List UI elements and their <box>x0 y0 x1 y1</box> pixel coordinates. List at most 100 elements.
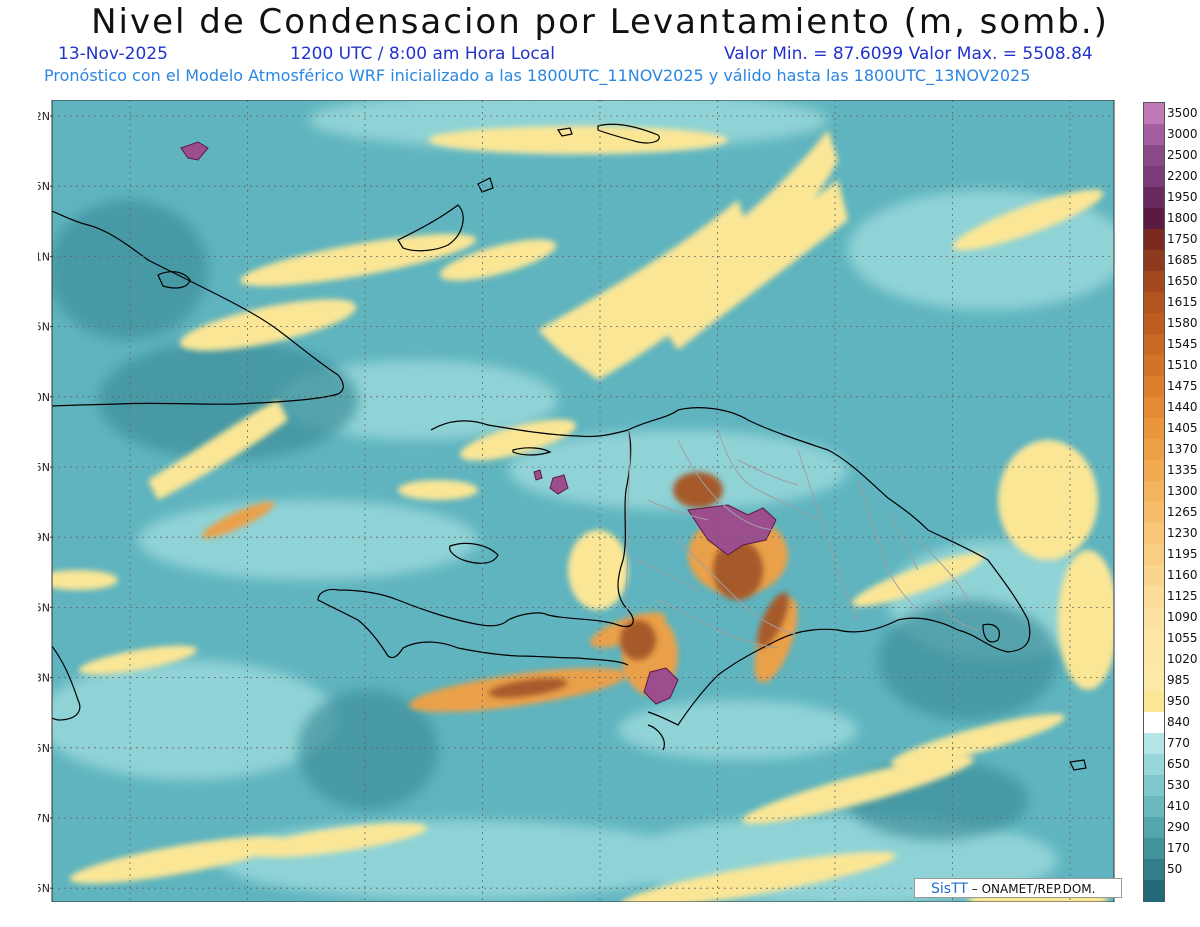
credit-text: – ONAMET/REP.DOM. <box>971 882 1096 896</box>
lat-label: 17N <box>38 812 50 825</box>
color-bar-label: 1265 <box>1167 504 1198 519</box>
color-bar-label: 530 <box>1167 777 1190 792</box>
color-bar-segment <box>1144 313 1164 335</box>
color-bar-segment <box>1144 754 1164 776</box>
chart-title: Nivel de Condensacion por Levantamiento … <box>91 2 1109 42</box>
color-bar-segment <box>1144 628 1164 650</box>
color-bar-segment <box>1144 166 1164 188</box>
color-bar-segment <box>1144 334 1164 356</box>
color-bar-segment <box>1144 502 1164 524</box>
color-bar-segment <box>1144 817 1164 839</box>
color-bar-label: 50 <box>1167 861 1183 876</box>
dominican-coast <box>627 407 1031 726</box>
color-bar-segment <box>1144 355 1164 377</box>
cuba-coast <box>52 210 344 407</box>
color-bar-label: 950 <box>1167 693 1190 708</box>
color-bar-segment <box>1144 544 1164 566</box>
brown-cores <box>488 472 789 698</box>
color-bar <box>1143 102 1165 902</box>
color-bar-label: 1125 <box>1167 588 1198 603</box>
color-bar-segment <box>1144 565 1164 587</box>
lat-label: 9.5N <box>38 461 50 474</box>
color-bar-label: 3000 <box>1167 126 1198 141</box>
color-bar-segment <box>1144 376 1164 398</box>
color-bar-label: 1950 <box>1167 189 1198 204</box>
lat-label: 22N <box>38 110 50 123</box>
color-bar-label: 1440 <box>1167 399 1198 414</box>
latitude-axis: 22N 1.5N 21N 0.5N 20N 9.5N 19N 8.5N 18N 7.5N 17N 6.… <box>38 110 54 895</box>
color-bar-segment <box>1144 229 1164 251</box>
purple-maxima <box>180 141 777 705</box>
color-bar-segment <box>1144 187 1164 209</box>
color-bar-label: 985 <box>1167 672 1190 687</box>
color-bar-label: 650 <box>1167 756 1190 771</box>
color-bar-label: 290 <box>1167 819 1190 834</box>
province-borders <box>625 429 979 649</box>
color-bar-label: 3500 <box>1167 105 1198 120</box>
color-bar-label: 1020 <box>1167 651 1198 666</box>
lat-label: 6.5N <box>38 882 50 895</box>
color-bar-label: 1370 <box>1167 441 1198 456</box>
lat-label: 19N <box>38 531 50 544</box>
credit-box: SisTT – ONAMET/REP.DOM. <box>914 878 1122 898</box>
color-bar-segment <box>1144 838 1164 860</box>
color-bar-label: 840 <box>1167 714 1190 729</box>
color-bar-segment <box>1144 691 1164 713</box>
color-bar-segment <box>1144 523 1164 545</box>
color-bar-label: 1055 <box>1167 630 1198 645</box>
color-bar-label: 1685 <box>1167 252 1198 267</box>
yellow-bands <box>52 126 1114 902</box>
color-bar-segment <box>1144 649 1164 671</box>
forecast-time: 1200 UTC / 8:00 am Hora Local <box>290 44 555 64</box>
tortuga-island <box>512 447 552 456</box>
color-bar-label: 170 <box>1167 840 1190 855</box>
color-bar-segment <box>1144 481 1164 503</box>
color-bar-label: 1800 <box>1167 210 1198 225</box>
lat-lon-grid <box>52 100 1114 902</box>
haiti-coast <box>317 420 634 666</box>
lat-label: 1.5N <box>38 180 50 193</box>
color-bar-segment <box>1144 796 1164 818</box>
bahamas-inagua <box>397 204 464 252</box>
color-bar-segment <box>1144 145 1164 167</box>
color-bar-label: 1750 <box>1167 231 1198 246</box>
color-bar-label: 1475 <box>1167 378 1198 393</box>
color-bar-segment <box>1144 439 1164 461</box>
color-bar-label: 1615 <box>1167 294 1198 309</box>
color-bar-label: 1405 <box>1167 420 1198 435</box>
color-bar-label: 1300 <box>1167 483 1198 498</box>
color-bar-label: 1090 <box>1167 609 1198 624</box>
color-bar-segment <box>1144 271 1164 293</box>
sistt-logo: SisTT <box>931 881 968 897</box>
color-bar-label: 1160 <box>1167 567 1198 582</box>
lcl-map: 22N 1.5N 21N 0.5N 20N 9.5N 19N 8.5N 18N 7.5N 17N 6.… <box>38 100 1115 902</box>
color-bar-segment <box>1144 607 1164 629</box>
forecast-date: 13-Nov-2025 <box>58 44 168 64</box>
color-bar-segment <box>1144 586 1164 608</box>
lat-label: 8.5N <box>38 601 50 614</box>
color-bar-label: 1510 <box>1167 357 1198 372</box>
lat-label: 7.5N <box>38 742 50 755</box>
color-bar-segment <box>1144 460 1164 482</box>
color-bar-label: 770 <box>1167 735 1190 750</box>
gonave-island <box>448 542 499 564</box>
color-bar-segment <box>1144 880 1164 902</box>
color-bar-segment <box>1144 712 1164 734</box>
color-bar-label: 2200 <box>1167 168 1198 183</box>
lat-label: 18N <box>38 672 50 685</box>
color-bar-segment <box>1144 250 1164 272</box>
color-bar-label: 2500 <box>1167 147 1198 162</box>
map-frame <box>51 100 1115 902</box>
color-bar-label: 1335 <box>1167 462 1198 477</box>
color-bar-label: 1650 <box>1167 273 1198 288</box>
lat-label: 21N <box>38 250 50 263</box>
color-bar-segment <box>1144 124 1164 146</box>
color-bar-segment <box>1144 397 1164 419</box>
color-bar-segment <box>1144 418 1164 440</box>
color-bar-segment <box>1144 103 1164 125</box>
value-min-max: Valor Min. = 87.6099 Valor Max. = 5508.8… <box>724 44 1093 64</box>
lat-label: 0.5N <box>38 321 50 334</box>
color-bar-label: 1545 <box>1167 336 1198 351</box>
forecast-description: Pronóstico con el Modelo Atmosférico WRF… <box>44 66 1031 85</box>
color-bar-segment <box>1144 292 1164 314</box>
